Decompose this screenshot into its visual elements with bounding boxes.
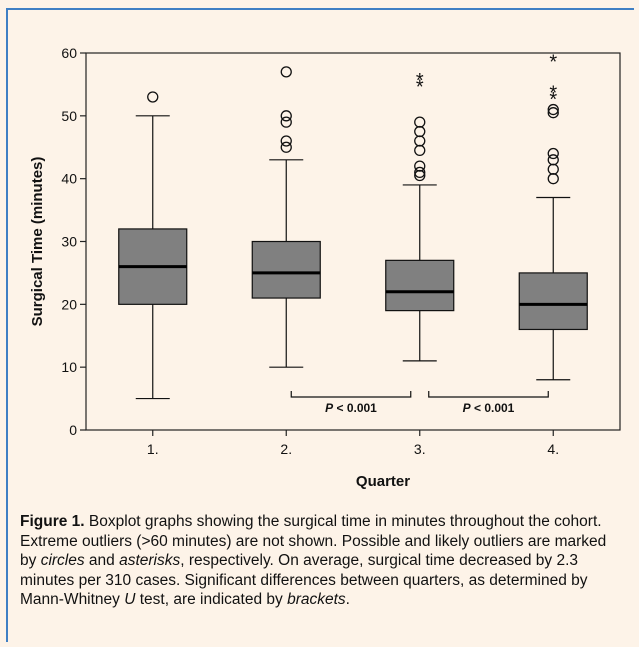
outlier-circle bbox=[547, 163, 559, 175]
bracket-line bbox=[428, 391, 549, 398]
y-tick-label: 30 bbox=[61, 234, 77, 250]
outlier-circle bbox=[547, 173, 559, 185]
boxplot-chart: 0 10 20 30 40 50 60 1. 2. 3. 4. Quarter Surgical Tim… bbox=[29, 45, 621, 490]
bracket-label: P < 0.001 bbox=[325, 401, 377, 415]
iqr-box bbox=[385, 259, 455, 312]
figure-caption: Figure 1. Boxplot graphs showing the sur… bbox=[20, 512, 620, 610]
x-tick-label: 1. bbox=[147, 441, 159, 457]
x-axis-label: Quarter bbox=[356, 473, 410, 490]
outlier-circle bbox=[280, 110, 292, 122]
outlier-circle bbox=[147, 91, 159, 103]
caption-brackets: brackets bbox=[287, 591, 346, 608]
outlier-circle bbox=[547, 147, 559, 160]
bracket-label-value: < 0.001 bbox=[333, 401, 377, 415]
box-group-2 bbox=[251, 66, 321, 368]
y-tick-label: 0 bbox=[69, 422, 77, 438]
figure-frame bbox=[6, 8, 634, 642]
y-axis-label: Surgical Time (minutes) bbox=[29, 157, 46, 327]
box-group-3: ** bbox=[385, 70, 455, 362]
box-group-4: *** bbox=[518, 51, 588, 381]
outlier-circle bbox=[547, 103, 559, 116]
x-tick-label: 3. bbox=[414, 441, 426, 457]
iqr-box bbox=[518, 272, 588, 331]
significance-bracket-2: P < 0.001 bbox=[428, 391, 549, 415]
outlier-circle bbox=[414, 116, 426, 128]
y-tick-label: 60 bbox=[61, 45, 77, 61]
outlier-asterisk: * bbox=[549, 89, 557, 111]
y-tick-label: 50 bbox=[61, 108, 77, 124]
outlier-circle bbox=[547, 154, 559, 166]
outlier-circle bbox=[280, 135, 292, 147]
outlier-circle bbox=[547, 107, 559, 119]
caption-text-1: Boxplot graphs showing the surgical time… bbox=[20, 513, 607, 569]
outlier-circle bbox=[280, 141, 292, 153]
outlier-circle bbox=[414, 144, 426, 157]
bracket-label-p: P bbox=[325, 401, 334, 415]
bracket-label-p: P bbox=[463, 401, 472, 415]
outlier-asterisk: * bbox=[416, 76, 424, 98]
bracket-label-value: < 0.001 bbox=[471, 401, 515, 415]
iqr-box bbox=[251, 240, 321, 299]
x-tick-label: 2. bbox=[280, 441, 292, 457]
bracket-label: P < 0.001 bbox=[463, 401, 515, 415]
y-tick-label: 40 bbox=[61, 171, 77, 187]
caption-figure-label: Figure 1. bbox=[20, 513, 85, 530]
caption-text-2: and bbox=[84, 552, 120, 569]
outlier-circle bbox=[414, 135, 426, 147]
y-tick-label: 10 bbox=[61, 359, 77, 375]
box-group-1 bbox=[118, 91, 188, 400]
outlier-circle bbox=[414, 166, 426, 179]
y-tick-label: 20 bbox=[61, 296, 77, 312]
outlier-asterisk: * bbox=[549, 51, 557, 73]
caption-u: U bbox=[124, 591, 136, 608]
outlier-asterisk: * bbox=[549, 83, 557, 105]
outlier-circle bbox=[280, 116, 292, 128]
caption-text-5: . bbox=[345, 591, 350, 608]
caption-circles: circles bbox=[40, 552, 85, 569]
outlier-circle bbox=[414, 125, 426, 138]
outlier-asterisk: * bbox=[416, 70, 424, 92]
caption-text-3: , respectively. On average, surgical tim… bbox=[20, 552, 588, 608]
x-tick-label: 4. bbox=[547, 441, 559, 457]
bracket-line bbox=[290, 391, 412, 398]
caption-text-4: test, are indicated by bbox=[135, 591, 288, 608]
outlier-circle bbox=[414, 160, 426, 172]
caption-asterisks: asterisks bbox=[119, 552, 181, 569]
significance-bracket-1: P < 0.001 bbox=[290, 391, 412, 415]
outlier-circle bbox=[280, 66, 292, 78]
